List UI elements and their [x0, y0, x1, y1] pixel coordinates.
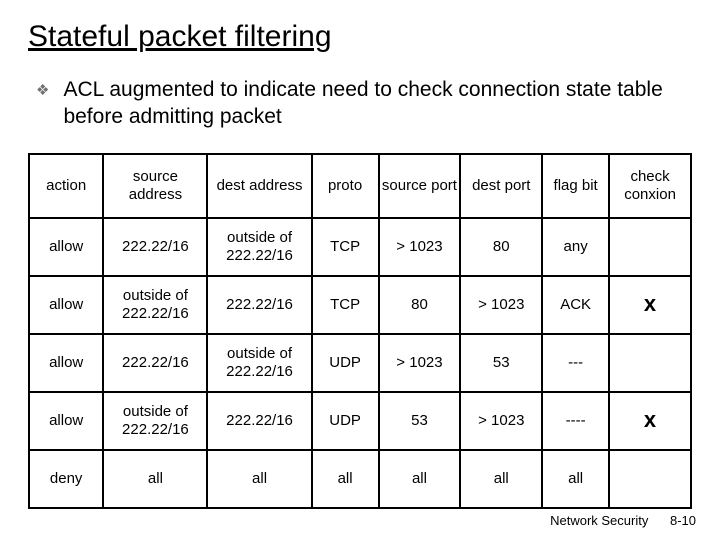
table-cell: outside of 222.22/16 — [207, 218, 311, 276]
footer-label: Network Security — [550, 513, 648, 528]
table-cell — [609, 334, 691, 392]
col-check-conxion: check conxion — [609, 154, 691, 218]
table-cell: outside of 222.22/16 — [103, 276, 207, 334]
table-cell — [609, 450, 691, 508]
table-cell: 80 — [460, 218, 542, 276]
table-cell: outside of 222.22/16 — [207, 334, 311, 392]
col-source-port: source port — [379, 154, 461, 218]
col-dest-address: dest address — [207, 154, 311, 218]
table-row: allowoutside of 222.22/16222.22/16TCP80>… — [29, 276, 691, 334]
table-cell: all — [312, 450, 379, 508]
table-cell: all — [207, 450, 311, 508]
table-row: denyallallallallallall — [29, 450, 691, 508]
table-cell: all — [460, 450, 542, 508]
table-cell: outside of 222.22/16 — [103, 392, 207, 450]
table-cell: allow — [29, 334, 103, 392]
table-cell — [609, 218, 691, 276]
table-row: allow222.22/16outside of 222.22/16TCP> 1… — [29, 218, 691, 276]
table-cell: 80 — [379, 276, 461, 334]
col-action: action — [29, 154, 103, 218]
table-cell: 53 — [379, 392, 461, 450]
acl-table: action source address dest address proto… — [28, 153, 692, 509]
table-row: allowoutside of 222.22/16222.22/16UDP53>… — [29, 392, 691, 450]
col-proto: proto — [312, 154, 379, 218]
table-cell: --- — [542, 334, 609, 392]
table-cell: > 1023 — [379, 218, 461, 276]
bullet-item: ❖ ACL augmented to indicate need to chec… — [36, 76, 692, 131]
table-cell: UDP — [312, 334, 379, 392]
slide-footer: Network Security 8-10 — [550, 513, 696, 528]
footer-page: 8-10 — [670, 513, 696, 528]
table-cell: x — [609, 276, 691, 334]
table-cell: allow — [29, 218, 103, 276]
table-header-row: action source address dest address proto… — [29, 154, 691, 218]
table-cell: any — [542, 218, 609, 276]
diamond-bullet-icon: ❖ — [36, 81, 49, 99]
table-cell: all — [542, 450, 609, 508]
table-cell: 222.22/16 — [103, 218, 207, 276]
table-cell: allow — [29, 276, 103, 334]
table-cell: > 1023 — [460, 392, 542, 450]
col-source-address: source address — [103, 154, 207, 218]
table-cell: allow — [29, 392, 103, 450]
table-cell: deny — [29, 450, 103, 508]
table-cell: x — [609, 392, 691, 450]
table-row: allow222.22/16outside of 222.22/16UDP> 1… — [29, 334, 691, 392]
table-cell: UDP — [312, 392, 379, 450]
table-cell: > 1023 — [379, 334, 461, 392]
table-cell: 222.22/16 — [103, 334, 207, 392]
table-cell: 53 — [460, 334, 542, 392]
table-cell: ---- — [542, 392, 609, 450]
table-cell: 222.22/16 — [207, 392, 311, 450]
col-flag-bit: flag bit — [542, 154, 609, 218]
table-cell: > 1023 — [460, 276, 542, 334]
table-cell: all — [103, 450, 207, 508]
page-title: Stateful packet filtering — [28, 20, 692, 54]
table-cell: TCP — [312, 276, 379, 334]
table-cell: TCP — [312, 218, 379, 276]
table-cell: ACK — [542, 276, 609, 334]
bullet-text: ACL augmented to indicate need to check … — [63, 76, 692, 131]
col-dest-port: dest port — [460, 154, 542, 218]
table-cell: all — [379, 450, 461, 508]
table-cell: 222.22/16 — [207, 276, 311, 334]
